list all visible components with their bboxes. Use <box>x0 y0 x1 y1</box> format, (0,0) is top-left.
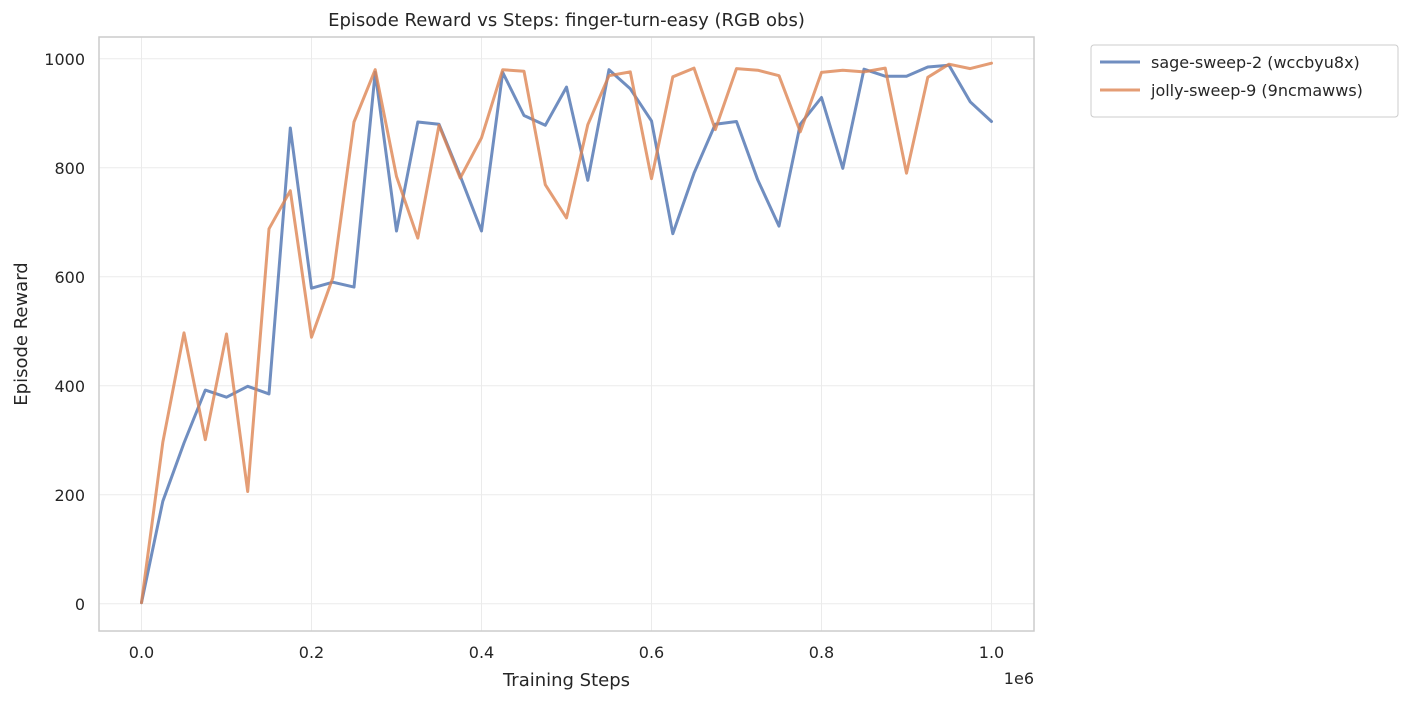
legend: sage-sweep-2 (wccbyu8x) jolly-sweep-9 (9n… <box>1090 44 1399 118</box>
y-tick-label: 200 <box>54 486 85 505</box>
y-tick-label: 1000 <box>44 50 85 69</box>
x-tick-label: 0.6 <box>639 643 664 662</box>
x-tick-label: 0.2 <box>299 643 324 662</box>
y-tick-label: 0 <box>75 595 85 614</box>
y-tick-label: 800 <box>54 159 85 178</box>
x-tick-label: 0.0 <box>129 643 154 662</box>
x-axis-ticks: 0.0 0.2 0.4 0.6 0.8 1.0 <box>129 643 1004 662</box>
x-tick-label: 0.8 <box>809 643 834 662</box>
y-tick-label: 600 <box>54 268 85 287</box>
series-lines <box>140 61 993 605</box>
y-axis-ticks: 0 200 400 600 800 1000 <box>44 50 85 614</box>
legend-label-2: jolly-sweep-9 (9ncmawws) <box>1150 81 1363 100</box>
chart-title: Episode Reward vs Steps: finger-turn-eas… <box>328 10 805 31</box>
legend-label-1: sage-sweep-2 (wccbyu8x) <box>1151 53 1360 72</box>
x-tick-label: 1.0 <box>979 643 1004 662</box>
x-axis-offset-label: 1e6 <box>1004 669 1034 688</box>
y-tick-label: 400 <box>54 377 85 396</box>
x-tick-label: 0.4 <box>469 643 494 662</box>
y-axis-title: Episode Reward <box>11 262 32 405</box>
plot-frame <box>98 36 1035 632</box>
x-axis-title: Training Steps <box>502 670 630 691</box>
series-line-1 <box>140 63 993 605</box>
legend-box <box>1090 44 1399 118</box>
series-line-2 <box>140 61 993 605</box>
